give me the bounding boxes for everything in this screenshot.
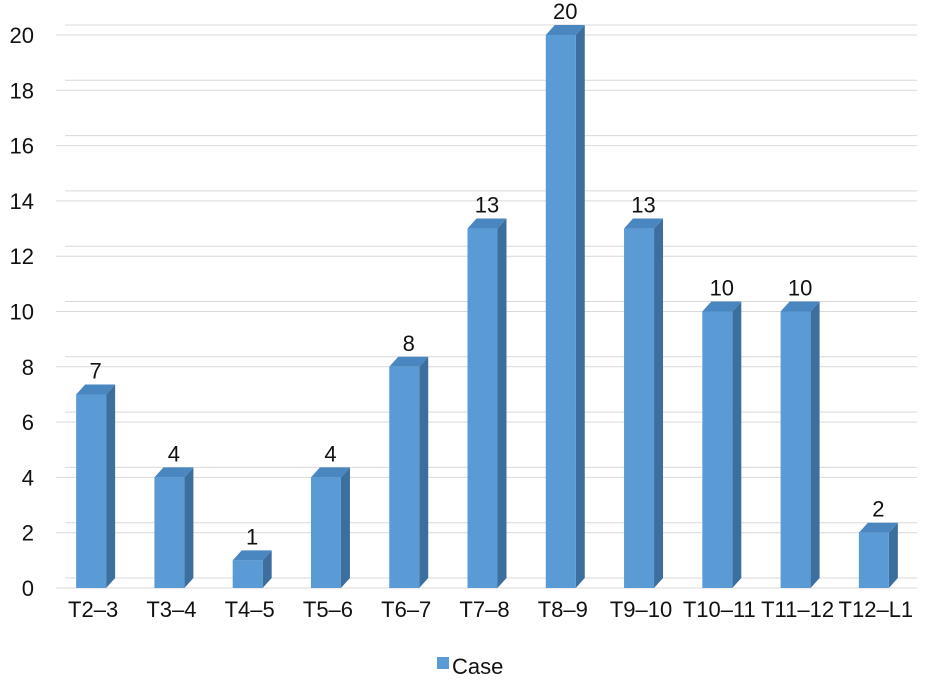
bar-side <box>810 301 820 588</box>
legend-label: Case <box>452 654 503 679</box>
x-tick-label: T4–5 <box>225 597 275 622</box>
y-tick-label: 14 <box>10 189 34 214</box>
x-tick-label: T11–12 <box>761 597 834 622</box>
data-label: 13 <box>475 193 499 218</box>
data-label: 4 <box>168 441 180 466</box>
bar-side <box>184 467 194 588</box>
bar-front <box>858 532 889 588</box>
bar-front <box>232 560 263 588</box>
x-tick-label: T6–7 <box>381 597 431 622</box>
bar-side <box>497 218 507 589</box>
x-tick-label: T12–L1 <box>839 597 914 622</box>
bar-top <box>858 522 898 533</box>
bar-side <box>888 522 898 588</box>
bar: 4 <box>154 441 194 588</box>
bar-top <box>154 467 194 478</box>
bar-front <box>154 477 185 588</box>
bar-side <box>575 25 585 588</box>
bar: 8 <box>389 331 429 588</box>
bar-front <box>389 366 420 588</box>
y-tick-label: 4 <box>22 465 34 490</box>
bar-top <box>702 301 742 312</box>
bar-top <box>232 550 272 561</box>
y-tick-label: 2 <box>22 521 34 546</box>
bar: 20 <box>545 0 585 588</box>
bar: 4 <box>310 441 350 588</box>
bar-front <box>76 394 107 588</box>
y-tick-label: 18 <box>10 78 34 103</box>
bar: 1 <box>232 524 272 588</box>
data-label: 1 <box>246 524 258 549</box>
legend: Case <box>437 654 503 679</box>
y-tick-label: 8 <box>22 355 34 380</box>
x-tick-label: T8–9 <box>538 597 588 622</box>
bars: 7 4 1 4 8 13 20 13 10 10 2 <box>76 0 898 589</box>
y-tick-label: 6 <box>22 410 34 435</box>
x-tick-label: T10–11 <box>683 597 756 622</box>
y-axis: 0 2 4 6 8 10 12 14 16 18 20 <box>10 23 34 601</box>
bar-side <box>262 550 272 588</box>
bar-top <box>780 301 820 312</box>
data-label: 10 <box>710 276 734 301</box>
x-axis: T2–3 T3–4 T4–5 T5–6 T6–7 T7–8 T8–9 T9–10 T10–11 T… <box>68 597 913 622</box>
bar: 7 <box>76 358 116 588</box>
x-tick-label: T5–6 <box>303 597 353 622</box>
bar-side <box>732 301 742 588</box>
bar-front <box>467 228 498 589</box>
data-label: 13 <box>631 193 655 218</box>
y-tick-label: 10 <box>10 300 34 325</box>
data-label: 7 <box>90 358 102 383</box>
legend-swatch <box>437 657 449 669</box>
bar-front <box>624 228 655 589</box>
x-tick-label: T2–3 <box>68 597 118 622</box>
bar-top <box>624 218 664 229</box>
data-label: 10 <box>788 276 812 301</box>
bar-front <box>702 311 733 588</box>
data-label: 2 <box>872 497 884 522</box>
x-tick-label: T9–10 <box>610 597 672 622</box>
data-label: 8 <box>403 331 415 356</box>
y-tick-label: 12 <box>10 244 34 269</box>
data-label: 4 <box>324 441 336 466</box>
bar: 10 <box>780 276 820 588</box>
bar-side <box>106 384 116 588</box>
bar-front <box>780 311 811 588</box>
bar-top <box>467 218 507 229</box>
data-label: 20 <box>553 0 577 24</box>
bar-top <box>76 384 116 395</box>
bar-top <box>389 356 429 367</box>
bar-side <box>419 356 429 588</box>
y-tick-label: 0 <box>22 576 34 601</box>
y-tick-label: 16 <box>10 134 34 159</box>
y-tick-label: 20 <box>10 23 34 48</box>
bar-side <box>654 218 664 589</box>
bar-top <box>545 25 585 35</box>
bar-front <box>310 477 341 588</box>
bar-front <box>545 35 576 588</box>
bar-top <box>310 467 350 478</box>
bar: 13 <box>467 193 507 589</box>
bar: 10 <box>702 276 742 588</box>
x-tick-label: T7–8 <box>459 597 509 622</box>
bar: 13 <box>624 193 664 589</box>
x-tick-label: T3–4 <box>146 597 196 622</box>
bar: 2 <box>858 497 898 588</box>
bar-side <box>340 467 350 588</box>
